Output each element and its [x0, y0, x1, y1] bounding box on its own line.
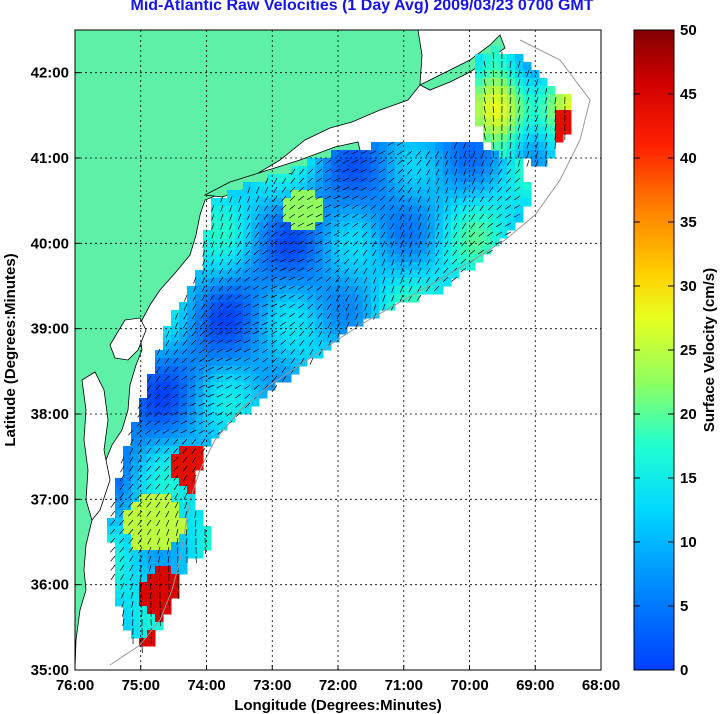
land-mass: [75, 30, 423, 670]
x-tick-label: 72:00: [319, 677, 357, 694]
x-tick-label: 70:00: [450, 677, 488, 694]
colorbar-tick-label: 45: [680, 86, 697, 103]
map-title: Mid-Atlantic Raw Velocities (1 Day Avg) …: [130, 0, 594, 14]
y-tick-label: 40:00: [31, 235, 69, 252]
chesapeake-bay: [81, 371, 111, 521]
y-tick-label: 36:00: [31, 577, 69, 594]
colorbar-tick-label: 15: [680, 470, 697, 487]
graticule: [75, 30, 601, 670]
cape-cod: [419, 34, 506, 91]
x-tick-label: 69:00: [516, 677, 554, 694]
x-axis-title: Longitude (Degrees:Minutes): [234, 697, 442, 714]
x-tick-label: 68:00: [582, 677, 620, 694]
colorbar-tick-label: 10: [680, 534, 697, 551]
x-tick-label: 73:00: [253, 677, 291, 694]
x-tick-label: 74:00: [187, 677, 225, 694]
y-axis-title: Latitude (Degrees:Minutes): [2, 253, 19, 446]
y-tick-label: 37:00: [31, 491, 69, 508]
x-tick-label: 71:00: [385, 677, 423, 694]
y-tick-label: 41:00: [31, 150, 69, 167]
colorbar-tick-label: 35: [680, 214, 697, 231]
y-tick-label: 35:00: [31, 662, 69, 679]
y-tick-label: 42:00: [31, 65, 69, 82]
bathymetry-contour: [109, 39, 591, 666]
y-tick-label: 38:00: [31, 406, 69, 423]
colorbar-title: Surface Velocity (cm/s): [701, 268, 718, 432]
colorbar-tick-label: 30: [680, 278, 697, 295]
axis-ticks: 76:00 75:00 74:00 73:00 72:00 71:00 70:00 69:00…: [31, 65, 621, 694]
colorbar-tick-label: 20: [680, 406, 697, 423]
x-tick-label: 76:00: [56, 677, 94, 694]
colorbar-tick-label: 25: [680, 342, 697, 359]
colorbar: [633, 29, 675, 671]
y-tick-label: 39:00: [31, 321, 69, 338]
velocity-field: [107, 46, 572, 654]
colorbar-tick-label: 50: [680, 22, 697, 39]
x-tick-label: 75:00: [122, 677, 160, 694]
colorbar-tick-label: 0: [680, 662, 688, 679]
colorbar-tick-label: 40: [680, 150, 697, 167]
colorbar-tick-label: 5: [680, 598, 688, 615]
